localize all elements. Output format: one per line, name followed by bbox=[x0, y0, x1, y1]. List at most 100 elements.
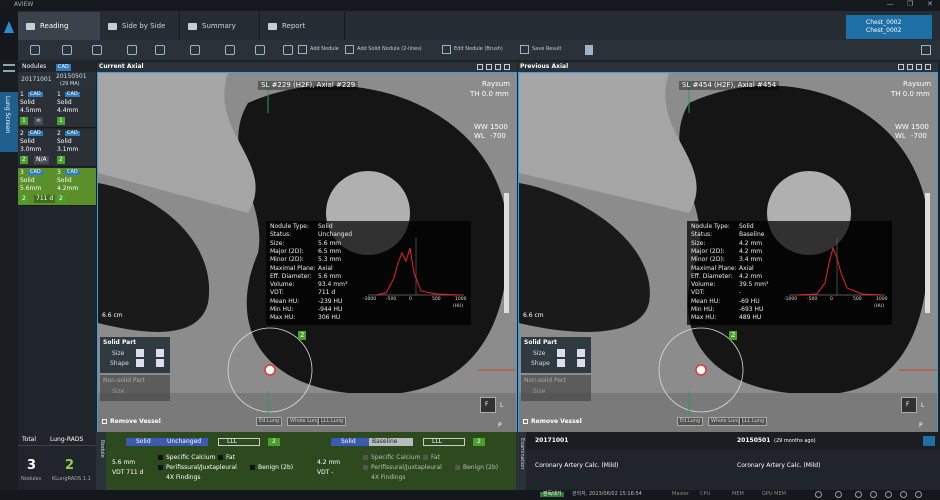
stepper-button[interactable] bbox=[577, 349, 585, 357]
view-button[interactable]: Ed.Lung bbox=[256, 417, 283, 426]
status-icon[interactable] bbox=[885, 491, 892, 498]
finding-option[interactable]: Specific Calcium bbox=[166, 454, 216, 461]
solid-part-panel: Solid Part Size Shape bbox=[100, 337, 170, 373]
viewport-button[interactable] bbox=[486, 64, 492, 70]
view-button[interactable]: Ed.Lung bbox=[677, 417, 704, 426]
finding-option[interactable]: 4X Findings bbox=[166, 474, 201, 481]
view-button[interactable]: LLL Lung bbox=[739, 417, 768, 426]
checkbox[interactable] bbox=[102, 419, 107, 424]
tool-button[interactable] bbox=[283, 45, 293, 55]
type-select[interactable]: Solid bbox=[126, 438, 176, 446]
patient-selector[interactable] bbox=[846, 15, 932, 39]
finding-option[interactable]: Perifissural/Juxtapleural bbox=[371, 464, 442, 471]
stepper-button[interactable] bbox=[577, 359, 585, 367]
location-select[interactable]: LLL bbox=[423, 438, 465, 446]
finding-option[interactable]: Benign (2b) bbox=[258, 464, 294, 471]
tool-button[interactable] bbox=[585, 45, 593, 55]
info-key: Min HU: bbox=[691, 306, 715, 313]
tool-label[interactable]: Edit Nodule (Brush) bbox=[454, 46, 503, 52]
checkbox[interactable] bbox=[363, 465, 368, 470]
info-key: Major (2D): bbox=[691, 247, 725, 255]
tool-button[interactable] bbox=[92, 45, 102, 55]
info-value: 3.4 mm bbox=[739, 256, 763, 264]
shape bbox=[375, 247, 462, 296]
window-label: WL bbox=[895, 132, 906, 140]
tool-button[interactable] bbox=[62, 45, 72, 55]
viewport-button[interactable] bbox=[898, 64, 904, 70]
viewport-button[interactable] bbox=[916, 64, 922, 70]
stepper-button[interactable] bbox=[156, 359, 164, 367]
window-button[interactable]: ✕ bbox=[927, 0, 933, 8]
window-button[interactable]: ❐ bbox=[906, 0, 914, 8]
side-tab[interactable] bbox=[0, 92, 18, 152]
viewport-button[interactable] bbox=[907, 64, 913, 70]
viewport-button[interactable] bbox=[495, 64, 501, 70]
status-select[interactable]: Baseline bbox=[369, 438, 413, 446]
status-icon[interactable] bbox=[855, 491, 862, 498]
tool-button[interactable] bbox=[155, 45, 165, 55]
checkbox[interactable] bbox=[423, 455, 428, 460]
view-button[interactable]: LLL Lung bbox=[318, 417, 347, 426]
tool-icon bbox=[520, 45, 529, 54]
tool-button[interactable] bbox=[225, 45, 235, 55]
stepper-button[interactable] bbox=[557, 359, 565, 367]
window-label: WW bbox=[474, 123, 488, 131]
window-width: 1500 bbox=[911, 123, 929, 131]
status-icon[interactable] bbox=[835, 491, 842, 498]
lung-rads-badge: 1 bbox=[57, 117, 65, 125]
viewport-button[interactable] bbox=[504, 64, 510, 70]
remove-vessel[interactable]: Remove Vessel bbox=[531, 418, 582, 425]
tool-button[interactable] bbox=[30, 45, 40, 55]
checkbox[interactable] bbox=[158, 465, 163, 470]
expand-button[interactable] bbox=[923, 436, 935, 446]
remove-vessel[interactable]: Remove Vessel bbox=[110, 418, 161, 425]
type-select[interactable]: Solid bbox=[331, 438, 381, 446]
view-button[interactable]: Whole Lung bbox=[708, 417, 744, 426]
checkbox[interactable] bbox=[158, 455, 163, 460]
info-value: 489 HU bbox=[739, 314, 762, 322]
cad-filter[interactable]: CAD bbox=[56, 64, 71, 71]
checkbox[interactable] bbox=[455, 465, 460, 470]
stepper-button[interactable] bbox=[156, 349, 164, 357]
status-icon[interactable] bbox=[815, 491, 822, 498]
finding-option[interactable]: Perifissural/Juxtapleural bbox=[166, 464, 237, 471]
view-button[interactable]: Whole Lung bbox=[287, 417, 323, 426]
tool-label[interactable]: Add Nodule bbox=[310, 46, 339, 52]
stepper-button[interactable] bbox=[557, 349, 565, 357]
date: 20150501 bbox=[56, 73, 87, 80]
status-icon[interactable] bbox=[900, 491, 907, 498]
menu-icon[interactable] bbox=[3, 64, 15, 72]
tool-label[interactable]: Add Solid Nodule (2-lines) bbox=[357, 46, 422, 52]
nodule-size: 3.1mm bbox=[57, 146, 79, 153]
status-select[interactable]: Unchanged bbox=[164, 438, 208, 446]
status-icon[interactable] bbox=[870, 491, 877, 498]
info-value: - bbox=[739, 289, 742, 297]
tool-button[interactable] bbox=[255, 45, 265, 55]
stepper-button[interactable] bbox=[136, 349, 144, 357]
scale: 6.6 cm bbox=[102, 312, 123, 319]
viewport-button[interactable] bbox=[477, 64, 483, 70]
info-key: Maximal Plane: bbox=[691, 264, 737, 272]
nodule-size: 4.2mm bbox=[57, 185, 79, 192]
tool-button[interactable] bbox=[190, 45, 200, 55]
checkbox[interactable] bbox=[218, 455, 223, 460]
tool-button[interactable] bbox=[127, 45, 137, 55]
finding-option[interactable]: Fat bbox=[431, 454, 440, 461]
tool-button[interactable] bbox=[921, 45, 931, 55]
checkbox[interactable] bbox=[523, 419, 528, 424]
info-value: Baseline bbox=[739, 231, 765, 239]
window-button[interactable]: — bbox=[886, 0, 894, 8]
checkbox[interactable] bbox=[363, 455, 368, 460]
cad-tag: CAD bbox=[65, 169, 80, 175]
status-icon[interactable] bbox=[915, 491, 922, 498]
stepper-button[interactable] bbox=[136, 359, 144, 367]
checkbox[interactable] bbox=[250, 465, 255, 470]
location-select[interactable]: LLL bbox=[218, 438, 260, 446]
finding-option[interactable]: Specific Calcium bbox=[371, 454, 421, 461]
finding-option[interactable]: 4X Findings bbox=[371, 474, 406, 481]
finding-option[interactable]: Benign (2b) bbox=[463, 464, 499, 471]
orientation: P bbox=[919, 422, 923, 429]
viewport-button[interactable] bbox=[925, 64, 931, 70]
tool-label[interactable]: Save Result bbox=[532, 46, 562, 52]
finding-option[interactable]: Fat bbox=[226, 454, 235, 461]
